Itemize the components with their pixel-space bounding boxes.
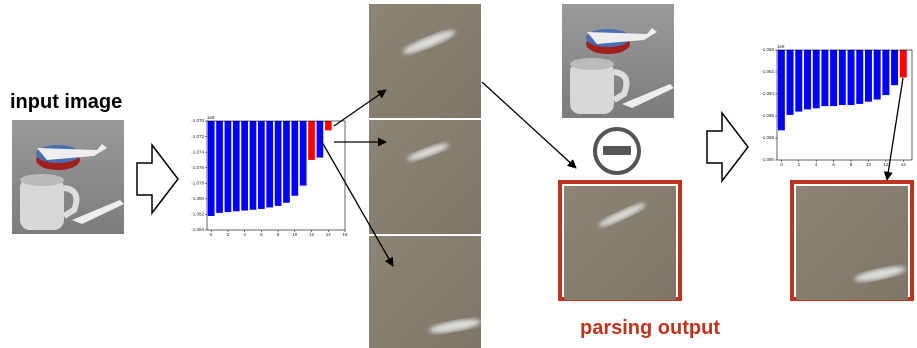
x-tick-label: 14 — [326, 232, 332, 237]
hollow-arrow — [707, 113, 748, 181]
bar — [778, 50, 785, 130]
bar — [208, 121, 215, 216]
bar — [275, 121, 282, 206]
diagram: input image -1.070-1.072-1.074-1.076-1.0… — [0, 0, 917, 348]
bar — [325, 121, 332, 130]
bar — [291, 121, 298, 196]
y-tick-label: -1.090 — [761, 157, 774, 162]
bar — [216, 121, 223, 213]
y-tick-label: -1.078 — [191, 180, 204, 185]
bar — [241, 121, 248, 211]
bar — [283, 121, 290, 203]
candidate-image — [369, 120, 481, 234]
y-tick-label: -1.086 — [761, 113, 774, 118]
bar — [848, 50, 855, 105]
y-tick-label: -1.082 — [761, 69, 774, 74]
bar — [300, 121, 307, 186]
bar — [891, 50, 898, 85]
bar — [317, 121, 324, 158]
bar — [233, 121, 240, 211]
y-tick-label: -1.084 — [761, 91, 774, 96]
bar — [900, 50, 907, 78]
offset-label: 1e8 — [207, 115, 215, 120]
x-tick-label: 10 — [292, 232, 298, 237]
bar — [266, 121, 273, 207]
x-tick-label: 16 — [342, 232, 348, 237]
x-tick-label: 12 — [883, 162, 889, 167]
x-tick-label: 10 — [866, 162, 872, 167]
output-label: parsing output — [580, 317, 720, 339]
y-tick-label: -1.076 — [191, 165, 204, 170]
bar-chart: -1.070 -1.072 -1.074 -1.076 -1.078 -1.080 -1.0… — [186, 115, 350, 237]
hollow-arrow — [137, 145, 178, 213]
y-tick-label: -1.084 — [191, 227, 204, 232]
bar — [787, 50, 794, 115]
candidate-image — [369, 4, 481, 118]
bar — [856, 50, 863, 104]
bar — [874, 50, 881, 100]
bar — [865, 50, 872, 102]
bar — [308, 121, 315, 160]
input-image — [562, 4, 674, 118]
bar — [830, 50, 837, 106]
offset-label: 1e8 — [777, 44, 785, 49]
bar — [225, 121, 232, 212]
bar — [795, 50, 802, 112]
bar — [804, 50, 811, 109]
y-tick-label: -1.072 — [191, 134, 204, 139]
bar — [821, 50, 828, 106]
input-image — [12, 120, 124, 234]
y-tick-label: -1.088 — [761, 135, 774, 140]
bar — [813, 50, 820, 108]
y-tick-label: -1.070 — [191, 118, 204, 123]
input-label: input image — [10, 91, 122, 113]
bar — [258, 121, 265, 209]
x-tick-label: 12 — [309, 232, 315, 237]
y-tick-label: -1.082 — [191, 212, 204, 217]
y-tick-label: -1.080 — [191, 196, 204, 201]
y-tick-label: -1.074 — [191, 149, 204, 154]
arrow — [482, 82, 576, 168]
bar — [839, 50, 846, 105]
bar — [250, 121, 257, 210]
y-tick-label: -1.080 — [761, 47, 774, 52]
x-tick-label: 14 — [901, 162, 907, 167]
bar — [882, 50, 889, 95]
